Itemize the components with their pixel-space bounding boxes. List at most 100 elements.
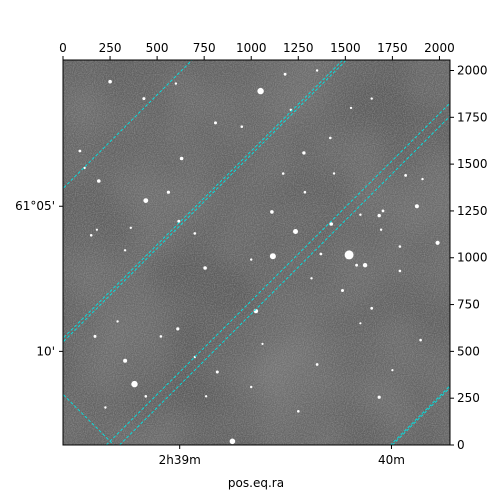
star: [204, 395, 208, 398]
top-tick-label: 750: [193, 41, 216, 55]
star: [131, 380, 138, 388]
star: [89, 234, 93, 237]
x-axis-label: pos.eq.ra: [228, 476, 284, 490]
star: [355, 263, 358, 267]
bottom-ra-axis: 2h39m 40m: [159, 445, 405, 467]
star: [302, 151, 306, 155]
star: [289, 108, 292, 112]
right-pixel-axis: 0 250 500 750 1000 1250 1500 1750 2000: [450, 63, 488, 452]
right-tick-label: 1250: [457, 204, 488, 218]
top-tick-label: 1000: [236, 41, 267, 55]
star: [297, 410, 300, 413]
star: [270, 210, 274, 214]
star: [143, 198, 149, 204]
dec-grid-line: [389, 385, 450, 445]
top-tick-label: 500: [146, 41, 169, 55]
sky-grain-texture: [63, 60, 450, 445]
star: [250, 258, 253, 261]
star: [281, 172, 285, 175]
star: [344, 250, 354, 260]
star: [391, 369, 394, 372]
star: [116, 320, 119, 323]
star: [166, 190, 170, 194]
star: [349, 106, 353, 110]
ra-grid-line: [392, 387, 450, 445]
star: [193, 232, 197, 235]
star: [93, 334, 97, 338]
star: [381, 209, 385, 213]
star: [215, 370, 219, 374]
star: [377, 395, 381, 399]
star: [123, 358, 128, 363]
coordinate-grid: [63, 60, 450, 445]
top-tick-label: 1750: [377, 41, 408, 55]
star: [159, 335, 163, 338]
star: [214, 121, 217, 125]
right-tick-label: 250: [457, 391, 480, 405]
star: [97, 179, 101, 183]
right-tick-label: 2000: [457, 63, 488, 77]
star: [362, 263, 368, 268]
star: [398, 269, 402, 273]
top-tick-label: 250: [99, 41, 122, 55]
star: [341, 289, 344, 292]
top-tick-label: 0: [59, 41, 67, 55]
star: [329, 136, 332, 140]
star: [315, 69, 319, 72]
star: [414, 204, 419, 209]
right-tick-label: 0: [457, 438, 465, 452]
dec-grid-line: [63, 60, 346, 343]
star: [261, 342, 264, 345]
right-tick-label: 1500: [457, 157, 488, 171]
right-tick-label: 1750: [457, 110, 488, 124]
star: [421, 177, 424, 181]
star: [179, 156, 184, 161]
right-tick-label: 1000: [457, 251, 488, 265]
star: [319, 252, 323, 256]
star: [104, 406, 107, 409]
star: [240, 125, 244, 128]
star: [329, 222, 334, 226]
star: [269, 253, 276, 260]
star: [332, 172, 336, 175]
top-pixel-axis: 0 250 500 750 1000 1250 1500 1750 2000: [59, 41, 455, 60]
star: [229, 438, 236, 445]
star: [144, 395, 148, 398]
star: [174, 82, 178, 85]
star: [108, 79, 112, 84]
star: [370, 97, 373, 100]
ra-tick-label: 40m: [378, 453, 405, 467]
star: [257, 87, 264, 95]
star: [419, 338, 422, 342]
star: [203, 266, 207, 270]
star: [398, 245, 402, 248]
dec-tick-label: 61°05': [15, 199, 55, 213]
right-tick-label: 500: [457, 344, 480, 358]
star: [379, 228, 383, 231]
ra-grid-line: [63, 60, 193, 190]
star: [370, 306, 374, 310]
star: [359, 213, 362, 216]
plot-area: [63, 60, 450, 445]
star: [315, 363, 319, 366]
star: [95, 228, 98, 231]
star: [359, 322, 362, 325]
plot-frame: [62, 59, 451, 446]
star: [283, 72, 287, 76]
stars-layer: [78, 69, 440, 445]
star: [83, 166, 86, 170]
left-dec-axis: 61°05' 10': [15, 199, 63, 358]
star: [404, 174, 407, 177]
star: [142, 97, 146, 101]
dec-tick-label: 10': [36, 344, 55, 358]
top-tick-label: 2000: [424, 41, 455, 55]
top-tick-label: 1500: [330, 41, 361, 55]
star: [303, 190, 307, 194]
star: [293, 229, 298, 234]
ra-grid-line: [105, 102, 450, 445]
star: [377, 213, 381, 218]
star: [250, 385, 253, 389]
star: [435, 240, 440, 245]
star: [78, 149, 82, 153]
